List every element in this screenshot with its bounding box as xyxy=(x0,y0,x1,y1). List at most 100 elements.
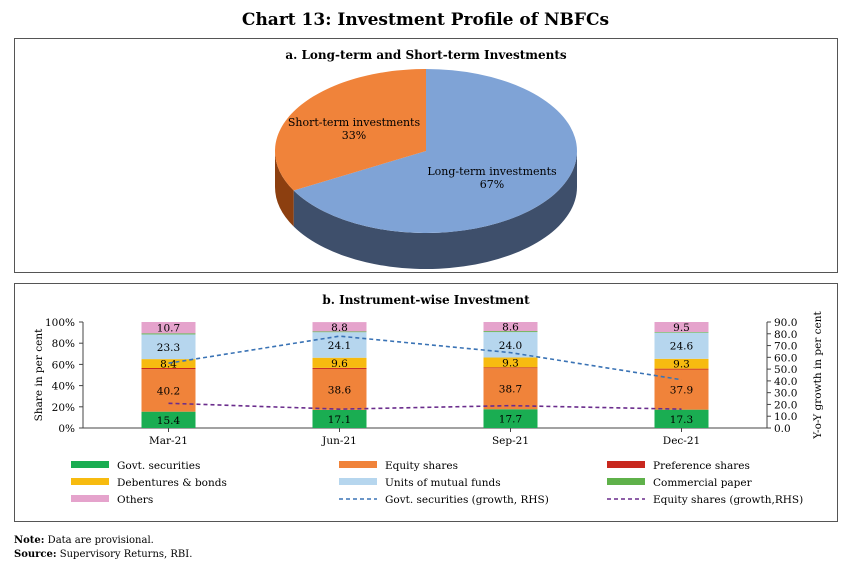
legend-swatch xyxy=(71,461,109,468)
bar-segment xyxy=(654,332,709,359)
bar-data-label: 17.1 xyxy=(328,414,351,426)
bar-segment xyxy=(312,367,367,369)
legend-label: Commercial paper xyxy=(653,477,753,489)
bar-segment xyxy=(312,409,367,428)
bar-chart: 15.4 40.2 8.4 23.3 10.7 17.1 38.6 9.6 24.1 8.8 17.… xyxy=(33,310,824,506)
bar-data-label: 40.2 xyxy=(157,385,180,397)
growth-line-1 xyxy=(168,402,682,410)
y-tick-label: 60% xyxy=(52,359,75,371)
bar-segment xyxy=(141,334,196,360)
pie-side-1 xyxy=(275,151,294,227)
pie-slice-0 xyxy=(293,69,577,233)
y-tick-label: 80% xyxy=(52,338,75,350)
legend-swatch xyxy=(71,478,109,485)
bar-data-label: 8.4 xyxy=(160,359,177,371)
pie-title: a. Long-term and Short-term Investments xyxy=(285,48,567,62)
bar-data-label: 15.4 xyxy=(157,415,181,427)
legend-swatch xyxy=(607,461,645,468)
main-title: Chart 13: Investment Profile of NBFCs xyxy=(241,10,610,30)
source-label: Source: xyxy=(14,549,57,560)
bar-data-label: 38.6 xyxy=(328,384,352,396)
legend-swatch xyxy=(607,478,645,485)
x-tick-label: Mar-21 xyxy=(149,435,188,447)
bar-segment xyxy=(312,368,367,410)
bar-title: b. Instrument-wise Investment xyxy=(322,293,530,307)
legend-swatch xyxy=(339,461,377,468)
bar-segment xyxy=(141,369,196,412)
bar-data-label: 9.3 xyxy=(673,359,690,371)
note-text: Data are provisional. xyxy=(47,535,154,546)
bar-segment xyxy=(483,409,538,428)
bar-segment xyxy=(654,358,709,369)
bar-segment xyxy=(141,368,196,370)
bar-data-label: 17.7 xyxy=(499,414,522,426)
bar-segment xyxy=(312,332,367,358)
y-axis-title: Share in per cent xyxy=(33,328,45,421)
bar-segment xyxy=(483,331,538,333)
bar-data-label: 10.7 xyxy=(157,323,180,335)
legend-label: Preference shares xyxy=(653,460,750,472)
bar-data-label: 9.6 xyxy=(331,358,348,370)
source-line: Source: Supervisory Returns, RBI. xyxy=(14,548,192,562)
panel-pie: a. Long-term and Short-term Investments … xyxy=(14,38,838,273)
legend-label: Units of mutual funds xyxy=(385,477,501,489)
bar-data-label: 9.3 xyxy=(502,357,519,369)
y2-tick-label: 50.0 xyxy=(774,364,797,376)
bar-segment xyxy=(483,367,538,369)
bar-data-label: 17.3 xyxy=(670,414,693,426)
y2-tick-label: 20.0 xyxy=(774,399,797,411)
bar-segment xyxy=(483,322,538,332)
x-tick-label: Dec-21 xyxy=(663,435,700,447)
y2-tick-label: 0.0 xyxy=(774,423,791,435)
bar-segment xyxy=(141,411,196,428)
y2-tick-label: 10.0 xyxy=(774,411,797,423)
bar-segment xyxy=(483,368,538,410)
legend-label: Govt. securities (growth, RHS) xyxy=(385,494,549,506)
y2-axis-title: Y-o-Y growth in per cent xyxy=(812,310,824,439)
y-tick-label: 100% xyxy=(45,317,75,329)
y-tick-label: 20% xyxy=(52,402,75,414)
bar-segment xyxy=(141,333,196,335)
x-tick-label: Jun-21 xyxy=(321,435,357,447)
legend-label: Govt. securities xyxy=(117,460,200,472)
legend-label: Debentures & bonds xyxy=(117,477,227,489)
growth-line-0 xyxy=(168,335,682,381)
note-label: Note: xyxy=(14,535,45,546)
bar-data-label: 23.3 xyxy=(157,342,180,354)
bar-segment xyxy=(312,331,367,333)
y2-tick-label: 60.0 xyxy=(774,352,797,364)
y2-tick-label: 40.0 xyxy=(774,376,797,388)
y2-tick-label: 70.0 xyxy=(774,341,797,353)
bar-segment xyxy=(654,322,709,333)
y2-tick-label: 80.0 xyxy=(774,329,797,341)
bar-segment xyxy=(312,357,367,368)
legend-label: Equity shares (growth,RHS) xyxy=(653,494,803,506)
notes: Note: Data are provisional. Source: Supe… xyxy=(14,534,192,562)
bar-segment xyxy=(654,332,709,333)
bar-data-label: 9.5 xyxy=(673,322,690,334)
y2-tick-label: 30.0 xyxy=(774,388,797,400)
pie-side-0 xyxy=(293,151,577,269)
bar-data-label: 24.6 xyxy=(670,341,694,353)
legend-swatch xyxy=(71,495,109,502)
bar-data-label: 8.8 xyxy=(331,322,348,334)
y-tick-label: 0% xyxy=(58,423,75,435)
bar-segment xyxy=(141,359,196,369)
pie-slice-1 xyxy=(275,69,426,191)
bar-data-label: 8.6 xyxy=(502,322,519,334)
legend-label: Others xyxy=(117,494,153,506)
y-tick-label: 40% xyxy=(52,381,75,393)
pie-value-0: 67% xyxy=(480,178,504,191)
source-text: Supervisory Returns, RBI. xyxy=(59,549,193,560)
bar-data-label: 24.1 xyxy=(328,340,351,352)
bar-segment xyxy=(483,357,538,368)
legend-swatch xyxy=(339,478,377,485)
pie-value-1: 33% xyxy=(342,129,366,142)
bar-segment xyxy=(654,368,709,370)
y2-tick-label: 90.0 xyxy=(774,317,797,329)
pie-label-0: Long-term investments xyxy=(427,165,557,178)
bar-segment xyxy=(312,322,367,332)
pie-label-1: Short-term investments xyxy=(288,116,421,129)
legend-label: Equity shares xyxy=(385,460,458,472)
